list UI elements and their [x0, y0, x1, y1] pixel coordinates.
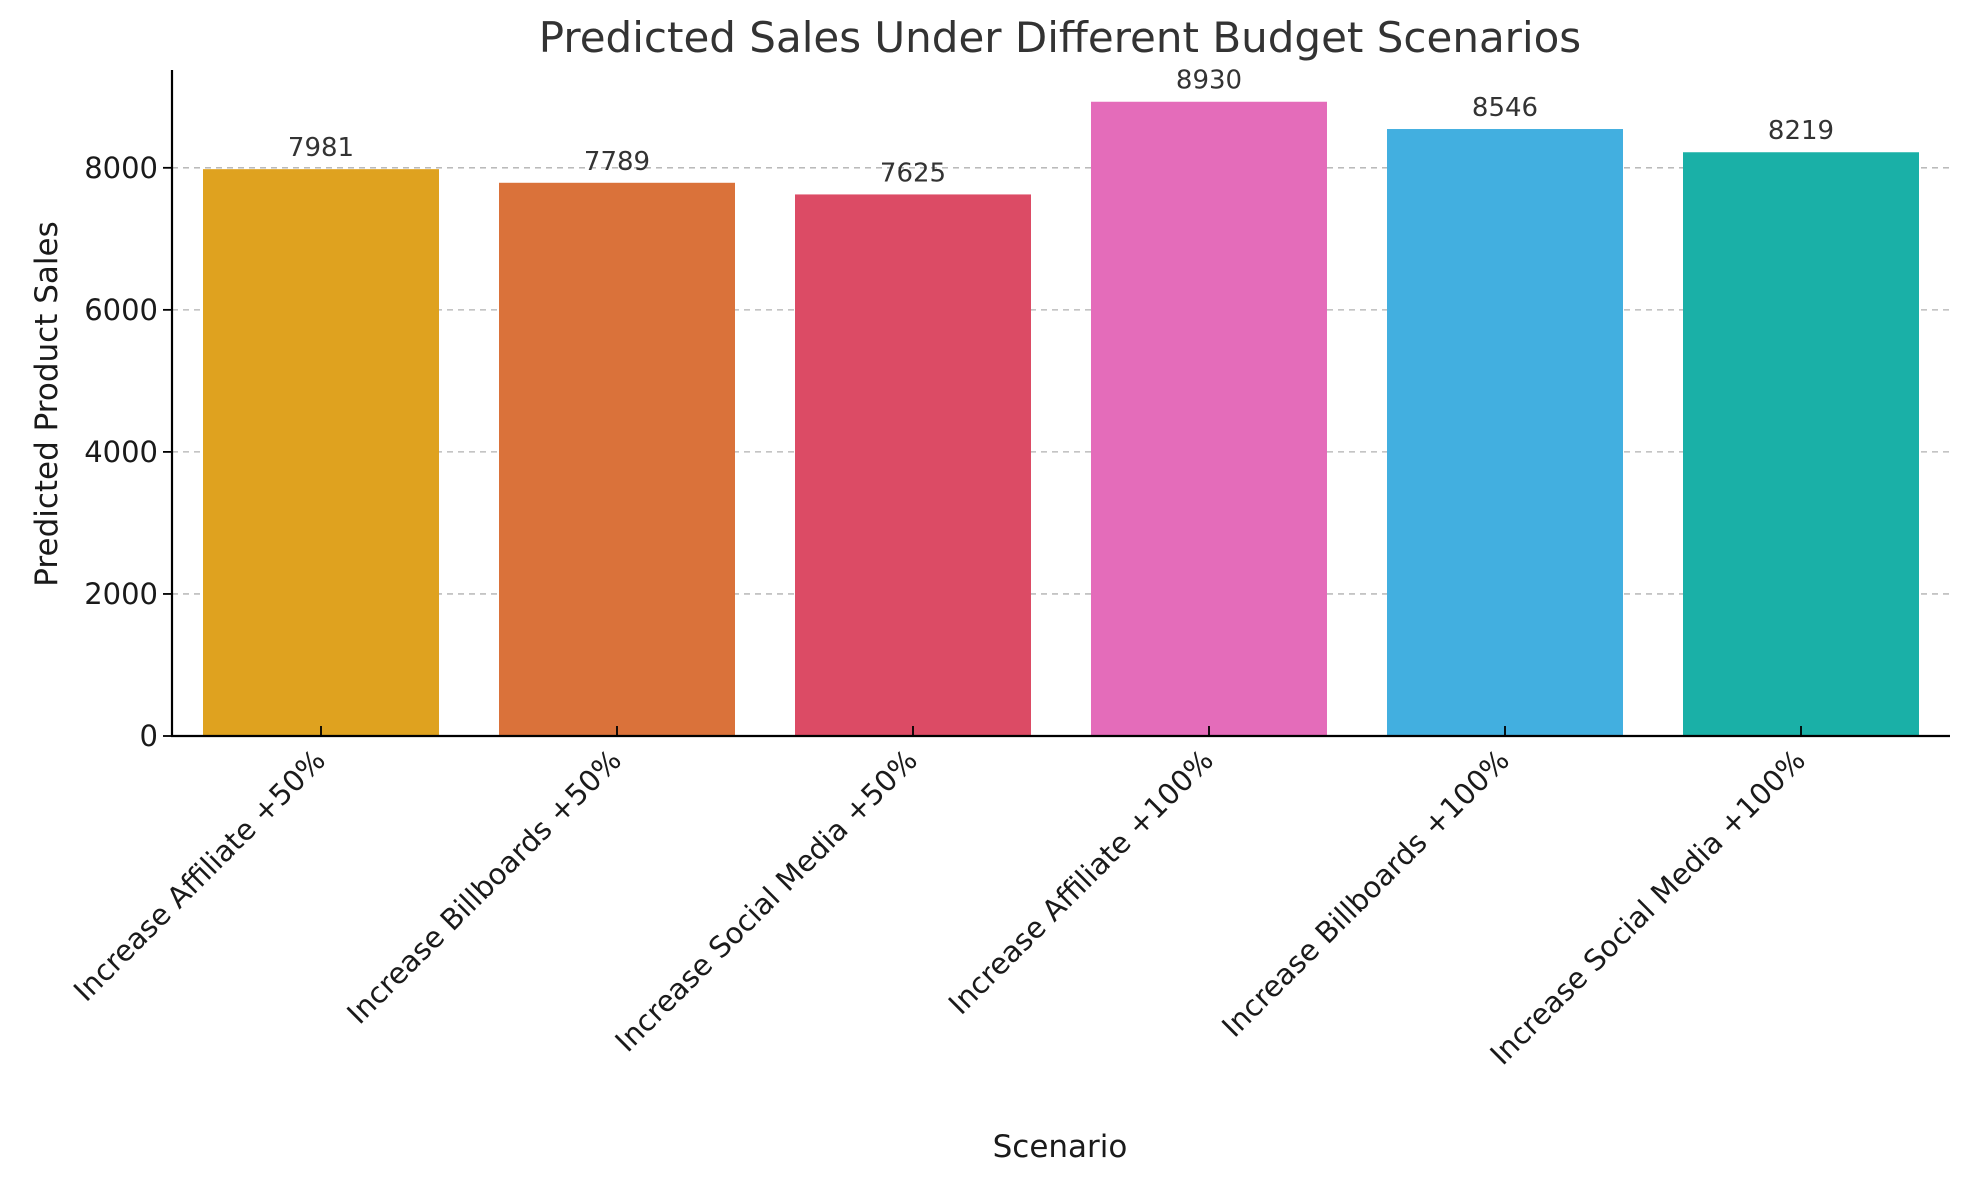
x-tick-label-6: Increase Social Media +100%: [1483, 743, 1812, 1072]
y-tick-label-4: 8000: [84, 151, 158, 185]
y-tick-label-1: 2000: [84, 577, 158, 611]
bar-2: [499, 182, 735, 736]
axes: [170, 70, 1950, 738]
x-axis-ticks: Increase Affiliate +50% Increase Billboar…: [67, 726, 1812, 1071]
bar-1: [203, 169, 439, 736]
bar-value-label-6: 8219: [1768, 116, 1834, 146]
bar-3: [795, 194, 1031, 736]
y-tick-label-2: 4000: [84, 435, 158, 469]
y-axis-ticks: 0 2000 4000 6000 8000: [84, 151, 172, 753]
bar-4: [1091, 101, 1327, 736]
bar-value-labels: 7981 7789 7625 8930 8546 8219: [288, 66, 1834, 189]
x-tick-label-1: Increase Affiliate +50%: [67, 743, 332, 1008]
bar-6: [1683, 152, 1919, 737]
x-tick-label-4: Increase Affiliate +100%: [942, 743, 1220, 1021]
x-tick-label-3: Increase Social Media +50%: [608, 743, 924, 1059]
y-axis-label: Predicted Product Sales: [29, 221, 65, 586]
bar-value-label-2: 7789: [584, 147, 650, 177]
y-tick-label-0: 0: [140, 719, 158, 753]
y-tick-label-3: 6000: [84, 293, 158, 327]
x-tick-label-5: Increase Billboards +100%: [1215, 743, 1516, 1044]
x-tick-label-2: Increase Billboards +50%: [340, 743, 628, 1031]
bar-value-label-4: 8930: [1176, 66, 1242, 96]
bar-value-label-5: 8546: [1472, 93, 1538, 123]
bar-value-label-3: 7625: [880, 158, 946, 188]
bar-value-label-1: 7981: [288, 133, 354, 163]
bars: [203, 101, 1919, 737]
x-axis-label: Scenario: [993, 1129, 1128, 1165]
chart-title: Predicted Sales Under Different Budget S…: [539, 13, 1581, 62]
bar-5: [1387, 129, 1623, 736]
